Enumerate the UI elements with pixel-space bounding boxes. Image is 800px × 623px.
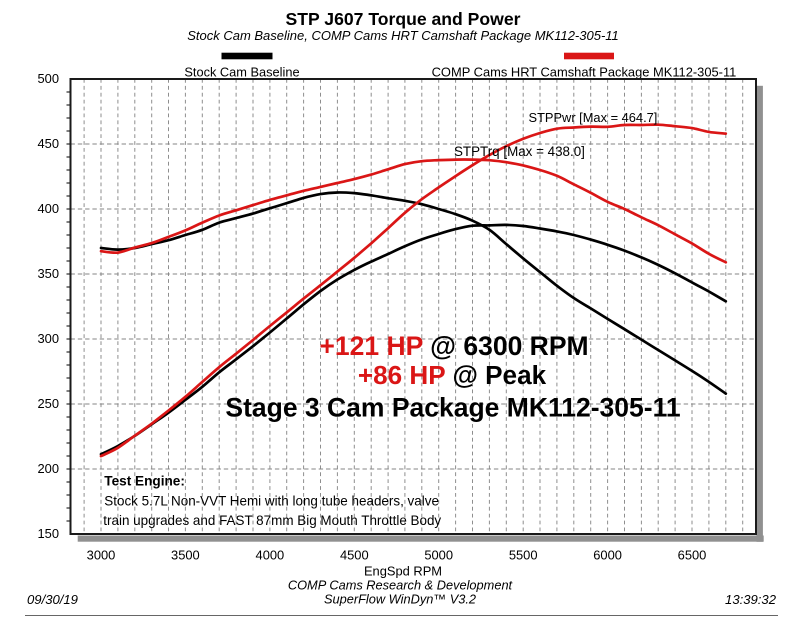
svg-text:4000: 4000 <box>256 548 285 563</box>
svg-text:5000: 5000 <box>424 548 453 563</box>
svg-text:STPPwr [Max = 464.7]: STPPwr [Max = 464.7] <box>529 110 658 125</box>
svg-text:Test Engine:: Test Engine: <box>104 474 185 489</box>
svg-text:SuperFlow WinDyn™ V3.2: SuperFlow WinDyn™ V3.2 <box>324 592 476 607</box>
svg-text:6500: 6500 <box>678 548 707 563</box>
svg-text:09/30/19: 09/30/19 <box>27 592 79 607</box>
svg-text:Stock 5.7L Non-VVT Hemi with l: Stock 5.7L Non-VVT Hemi with long tube h… <box>104 493 439 508</box>
svg-text:Stock Cam Baseline: Stock Cam Baseline <box>184 65 299 80</box>
svg-text:+86 HP @ Peak: +86 HP @ Peak <box>358 360 547 390</box>
svg-text:150: 150 <box>37 526 59 541</box>
svg-text:250: 250 <box>37 396 59 411</box>
svg-text:500: 500 <box>37 71 59 86</box>
svg-text:4500: 4500 <box>340 548 369 563</box>
svg-text:EngSpd RPM: EngSpd RPM <box>364 564 442 579</box>
svg-text:COMP Cams Research & Developme: COMP Cams Research & Development <box>288 578 513 593</box>
svg-text:+121 HP @ 6300 RPM: +121 HP @ 6300 RPM <box>319 331 588 361</box>
svg-text:6000: 6000 <box>593 548 622 563</box>
svg-text:450: 450 <box>37 136 59 151</box>
svg-text:Stage 3 Cam Package MK112-305-: Stage 3 Cam Package MK112-305-11 <box>225 392 680 422</box>
svg-text:3000: 3000 <box>87 548 116 563</box>
svg-text:200: 200 <box>37 461 59 476</box>
svg-text:5500: 5500 <box>509 548 538 563</box>
svg-text:STPTrq [Max = 438.0]: STPTrq [Max = 438.0] <box>454 144 585 159</box>
svg-text:train upgrades and FAST 87mm B: train upgrades and FAST 87mm Big Mouth T… <box>103 513 441 528</box>
svg-text:13:39:32: 13:39:32 <box>725 592 777 607</box>
svg-text:COMP Cams HRT Camshaft Package: COMP Cams HRT Camshaft Package MK112-305… <box>432 65 737 80</box>
svg-text:300: 300 <box>37 331 59 346</box>
svg-text:3500: 3500 <box>171 548 200 563</box>
svg-text:Stock Cam Baseline, COMP Cams: Stock Cam Baseline, COMP Cams HRT Camsha… <box>187 28 619 43</box>
svg-text:STP J607 Torque and Power: STP J607 Torque and Power <box>286 9 521 29</box>
svg-text:350: 350 <box>37 266 59 281</box>
svg-text:400: 400 <box>37 201 59 216</box>
